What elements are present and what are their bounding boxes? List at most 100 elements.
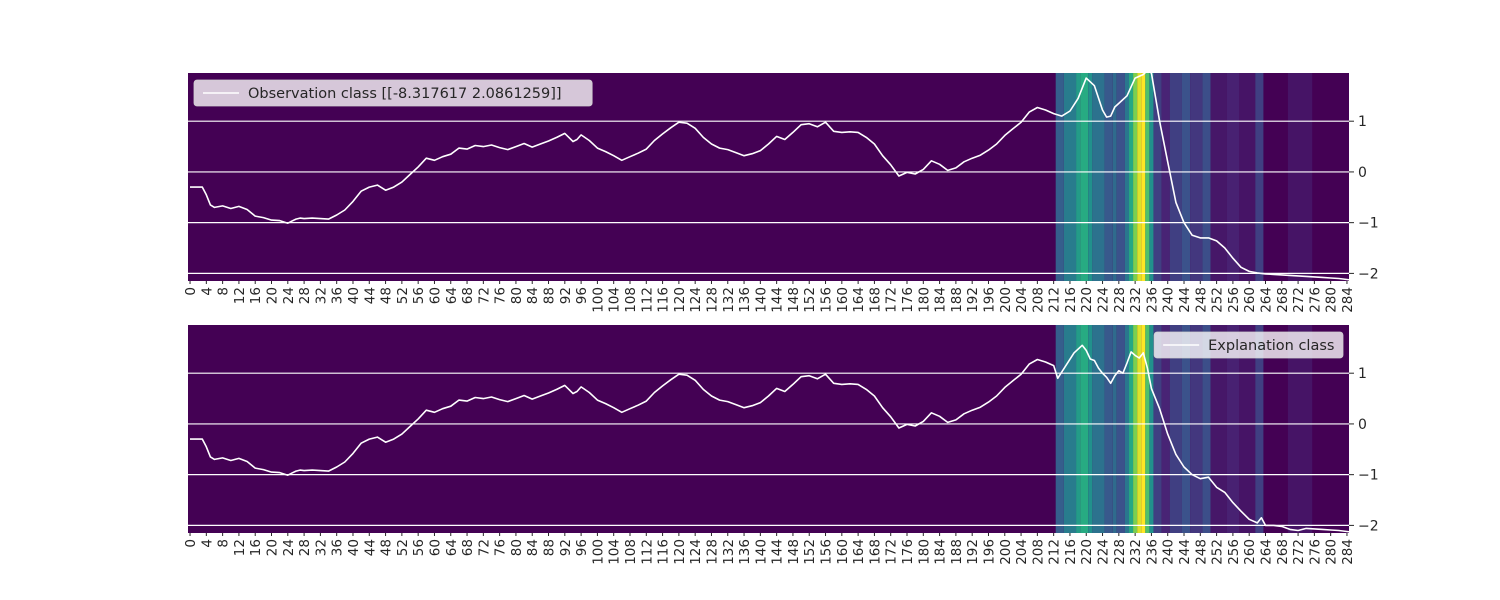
observation-heat-cell-23	[1226, 73, 1240, 281]
explanation-x-tick-label-25: 100	[590, 539, 606, 565]
observation-x-tick-label-27: 108	[623, 287, 639, 313]
observation-x-tick-label-65: 260	[1242, 287, 1258, 313]
explanation-x-tick-label-36: 144	[770, 539, 786, 565]
explanation-heat-cell-11	[1133, 325, 1138, 533]
explanation-x-tick-label-56: 224	[1096, 539, 1112, 565]
explanation-heat-cell-27	[1287, 325, 1313, 533]
observation-heat-cell-22	[1210, 73, 1227, 281]
explanation-series-line-0	[190, 344, 1349, 533]
observation-heat-cell-0	[1055, 73, 1064, 281]
observation-x-tick-label-48: 192	[965, 287, 981, 313]
explanation-heat-cell-7	[1112, 325, 1117, 533]
observation-heat-cell-6	[1104, 73, 1113, 281]
observation-heat-cell-9	[1124, 73, 1130, 281]
explanation-x-tick-label-62: 248	[1193, 539, 1209, 565]
observation-x-tick-label-64: 256	[1226, 287, 1242, 313]
explanation-x-tick-label-10: 40	[346, 539, 362, 556]
observation-x-tick-label-15: 60	[427, 287, 443, 304]
explanation-heat-cell-18	[1169, 325, 1182, 533]
observation-panel: 10−1−20 4 8 12 16 20 24 28 32 36 40 44 48 52 56 60 64 68 7…	[183, 73, 1379, 313]
explanation-x-tick-label-58: 232	[1128, 539, 1144, 565]
observation-x-tick-label-9: 36	[330, 287, 346, 304]
observation-x-tick-label-25: 100	[590, 287, 606, 313]
explanation-heat-cell-5	[1092, 325, 1105, 533]
observation-x-tick-label-21: 84	[525, 287, 541, 304]
explanation-heat-cell-28	[1312, 325, 1349, 533]
observation-x-tick-label-14: 56	[411, 287, 427, 304]
explanation-x-tick-label-9: 36	[330, 539, 346, 556]
explanation-x-tick-label-30: 120	[672, 539, 688, 565]
explanation-heat-cell-3	[1080, 325, 1089, 533]
observation-series-line-0	[190, 73, 1349, 281]
explanation-heat-cell-0	[1055, 325, 1064, 533]
observation-x-tick-label-46: 184	[933, 287, 949, 313]
observation-x-tick-label-70: 280	[1324, 287, 1340, 313]
observation-x-tick-label-8: 32	[313, 287, 329, 304]
explanation-x-tick-label-0: 0	[183, 539, 199, 548]
explanation-heat-cell-26	[1263, 325, 1288, 533]
explanation-heat-cell-2	[1076, 325, 1081, 533]
observation-x-tick-label-66: 264	[1258, 287, 1274, 313]
observation-y-tick-label-1: 0	[1358, 165, 1367, 181]
observation-x-tick-label-37: 148	[786, 287, 802, 313]
observation-heat-cell-21	[1202, 73, 1211, 281]
explanation-x-tick-label-27: 108	[623, 539, 639, 565]
explanation-heat-cell-20	[1190, 325, 1203, 533]
explanation-x-tick-label-38: 152	[802, 539, 818, 565]
explanation-x-tick-label-57: 228	[1112, 539, 1128, 565]
explanation-x-tick-label-5: 20	[265, 539, 281, 556]
explanation-heat-cell-22	[1210, 325, 1227, 533]
explanation-legend-box	[1153, 331, 1344, 359]
explanation-x-tick-label-54: 216	[1063, 539, 1079, 565]
observation-x-tick-label-40: 160	[835, 287, 851, 313]
explanation-heat-cell-16	[1153, 325, 1162, 533]
explanation-heat-cell-6	[1104, 325, 1113, 533]
explanation-x-tick-label-18: 72	[476, 539, 492, 556]
observation-x-tick-label-58: 232	[1128, 287, 1144, 313]
explanation-x-tick-label-7: 28	[297, 539, 313, 556]
explanation-x-tick-label-4: 16	[248, 539, 264, 556]
observation-heat-cell-3	[1080, 73, 1089, 281]
observation-x-tick-label-11: 44	[362, 287, 378, 304]
observation-x-tick-label-57: 228	[1112, 287, 1128, 313]
observation-x-tick-label-45: 180	[916, 287, 932, 313]
explanation-x-tick-label-40: 160	[835, 539, 851, 565]
observation-x-tick-label-42: 168	[867, 287, 883, 313]
explanation-x-tick-label-61: 244	[1177, 539, 1193, 565]
observation-heat-cell-25	[1255, 73, 1264, 281]
explanation-x-tick-label-22: 88	[542, 539, 558, 556]
explanation-x-tick-label-46: 184	[933, 539, 949, 565]
explanation-x-tick-label-26: 104	[607, 539, 623, 565]
observation-x-tick-label-6: 24	[281, 287, 297, 304]
observation-x-tick-label-5: 20	[265, 287, 281, 304]
observation-x-tick-label-69: 276	[1307, 287, 1323, 313]
explanation-x-tick-label-48: 192	[965, 539, 981, 565]
explanation-heat-cell-10	[1129, 325, 1134, 533]
explanation-x-tick-label-43: 172	[884, 539, 900, 565]
observation-x-tick-label-1: 4	[199, 287, 215, 296]
explanation-x-tick-label-20: 80	[509, 539, 525, 556]
observation-x-tick-label-36: 144	[770, 287, 786, 313]
observation-legend-box	[193, 79, 593, 107]
observation-x-tick-label-18: 72	[476, 287, 492, 304]
explanation-x-tick-label-35: 140	[753, 539, 769, 565]
observation-x-tick-label-17: 68	[460, 287, 476, 304]
observation-x-tick-label-4: 16	[248, 287, 264, 304]
observation-x-tick-label-0: 0	[183, 287, 199, 296]
observation-x-tick-label-55: 220	[1079, 287, 1095, 313]
observation-x-tick-label-67: 268	[1275, 287, 1291, 313]
observation-x-tick-label-51: 204	[1014, 287, 1030, 313]
observation-x-tick-label-49: 196	[981, 287, 997, 313]
observation-x-tick-label-7: 28	[297, 287, 313, 304]
explanation-x-tick-label-13: 52	[395, 539, 411, 556]
observation-y-tick-label-2: −1	[1358, 216, 1379, 232]
explanation-x-tick-label-16: 64	[444, 539, 460, 556]
explanation-x-tick-label-47: 188	[949, 539, 965, 565]
explanation-x-tick-label-15: 60	[427, 539, 443, 556]
observation-x-tick-label-20: 80	[509, 287, 525, 304]
observation-x-tick-label-3: 12	[232, 287, 248, 304]
explanation-x-tick-label-24: 96	[574, 539, 590, 556]
explanation-x-tick-label-3: 12	[232, 539, 248, 556]
observation-x-tick-label-19: 76	[493, 287, 509, 304]
explanation-y-tick-label-0: 1	[1358, 366, 1367, 382]
